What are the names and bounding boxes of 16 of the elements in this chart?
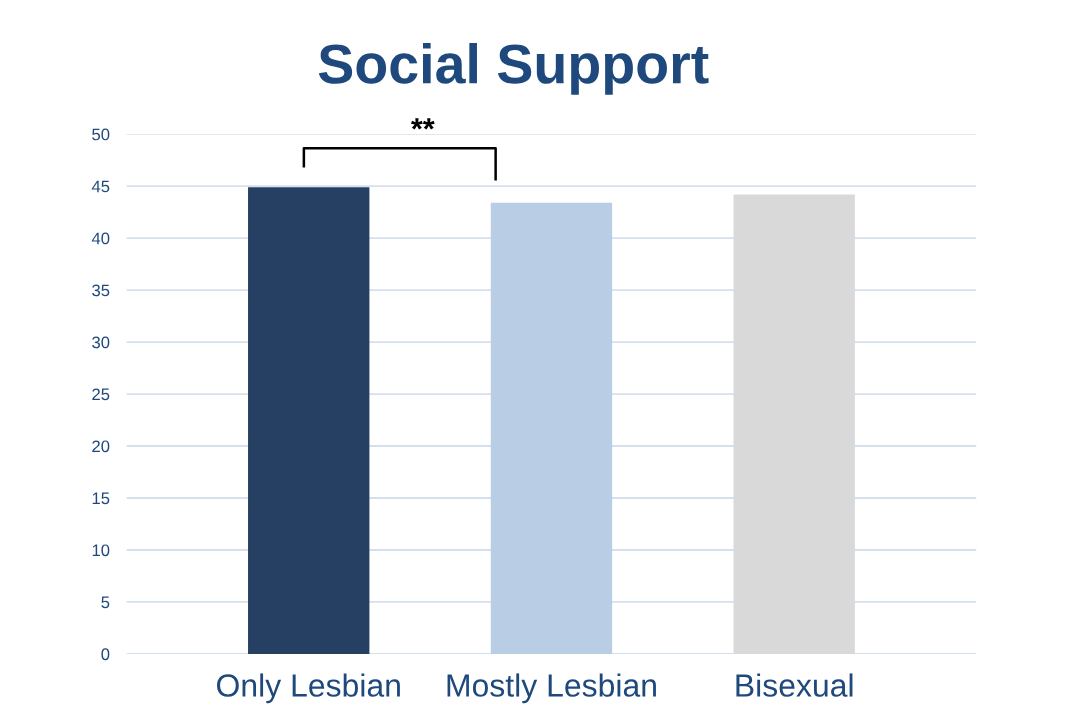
y-tick-label: 10 <box>92 544 110 557</box>
y-tick-label: 15 <box>92 492 110 505</box>
y-tick-label: 45 <box>91 180 110 193</box>
y-tick-label: 30 <box>92 336 110 349</box>
y-tick-label: 20 <box>92 440 110 453</box>
x-tick-label: Bisexual <box>736 673 853 697</box>
y-tick-label: 35 <box>92 284 110 297</box>
chart-title: Social Support <box>318 42 709 95</box>
y-tick-label: 40 <box>91 232 110 245</box>
y-tick-label: 25 <box>92 388 110 401</box>
x-tick-label: Mostly Lesbian <box>447 673 656 704</box>
y-tick-label: 5 <box>101 596 110 609</box>
y-tick-label: 50 <box>92 128 110 141</box>
text: ** <box>411 118 435 130</box>
x-tick-label: Only Lesbian <box>217 673 400 704</box>
y-tick-label: 0 <box>101 648 110 661</box>
